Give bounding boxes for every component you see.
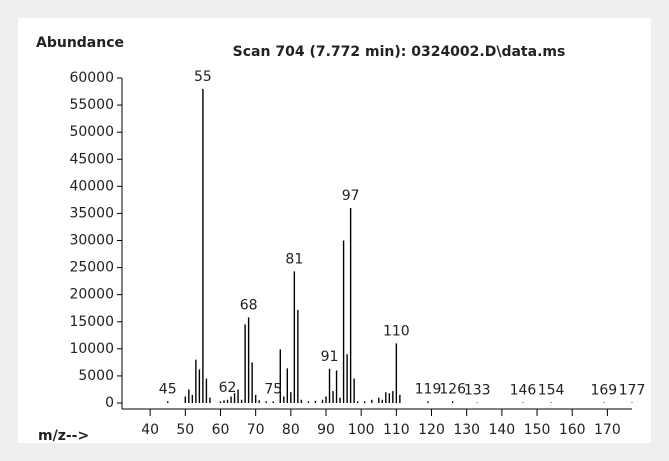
y-tick-label: 10000 [69,341,114,357]
y-tick-label: 40000 [69,178,114,194]
peak-label: 81 [285,251,303,267]
x-tick-label: 160 [559,422,586,438]
panel [18,18,651,443]
y-tick-label: 5000 [78,368,114,384]
peak-label: 68 [240,297,258,313]
peak-label: 75 [264,381,282,397]
y-tick-label: 0 [105,395,114,411]
peak-label: 45 [159,381,177,397]
x-tick-label: 50 [176,422,194,438]
peak-label: 126 [439,381,466,397]
peak-label: 177 [619,382,646,398]
x-tick-label: 100 [348,422,375,438]
y-axis-label: Abundance [36,35,124,51]
y-tick-label: 20000 [69,287,114,303]
x-tick-label: 110 [383,422,410,438]
y-tick-label: 15000 [69,314,114,330]
x-tick-label: 70 [247,422,265,438]
x-tick-label: 170 [594,422,621,438]
x-tick-label: 150 [524,422,551,438]
x-tick-label: 40 [141,422,159,438]
x-tick-label: 120 [418,422,445,438]
x-tick-label: 80 [282,422,300,438]
y-tick-label: 35000 [69,205,114,221]
x-tick-label: 140 [488,422,515,438]
y-tick-label: 55000 [69,97,114,113]
x-tick-label: 60 [212,422,230,438]
peak-label: 110 [383,323,410,339]
y-tick-label: 45000 [69,151,114,167]
x-axis-label: m/z--> [38,428,89,444]
y-tick-label: 30000 [69,233,114,249]
peak-label: 119 [415,381,442,397]
x-tick-label: 90 [317,422,335,438]
y-tick-label: 50000 [69,124,114,140]
peak-label: 62 [219,380,237,396]
y-tick-label: 60000 [69,70,114,86]
peak-label: 91 [321,349,339,365]
peak-label: 146 [510,382,537,398]
chart-title: Scan 704 (7.772 min): 0324002.D\data.ms [233,44,566,60]
peak-label: 97 [342,188,360,204]
peak-label: 169 [590,382,617,398]
peak-label: 133 [464,382,491,398]
peak-label: 55 [194,69,212,85]
y-tick-label: 25000 [69,260,114,276]
x-tick-label: 130 [453,422,480,438]
peak-label: 154 [538,382,565,398]
